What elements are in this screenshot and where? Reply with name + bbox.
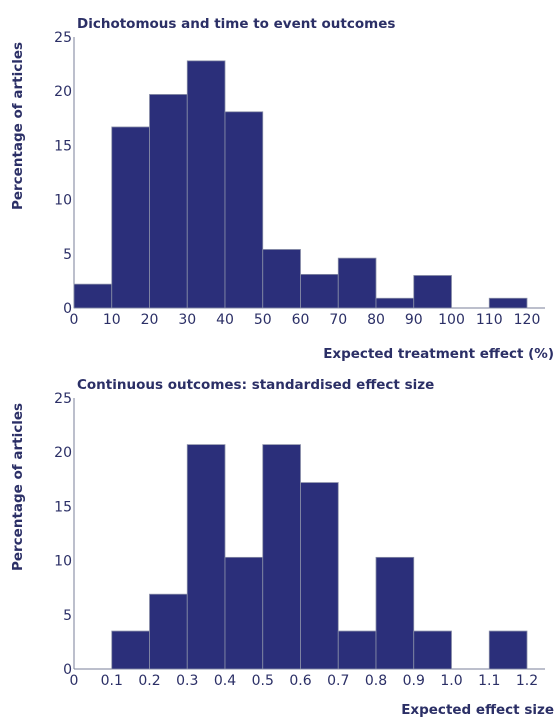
histogram-bar bbox=[337, 257, 377, 309]
x-tick-label: 10 bbox=[103, 312, 121, 328]
histogram-bar bbox=[337, 630, 377, 670]
histogram-bar bbox=[300, 273, 339, 309]
histogram-bar bbox=[224, 111, 264, 309]
x-tick-label: 0.6 bbox=[289, 673, 311, 689]
x-tick-label: 90 bbox=[405, 312, 423, 328]
bars bbox=[111, 444, 528, 670]
y-tick-label: 10 bbox=[54, 193, 72, 209]
histogram-bar bbox=[186, 444, 226, 670]
x-tick-label: 1.1 bbox=[478, 673, 500, 689]
y-tick-label: 5 bbox=[63, 247, 72, 263]
y-tick-label: 0 bbox=[63, 301, 72, 317]
x-axis-label: Expected treatment effect (%) bbox=[323, 346, 554, 362]
y-tick-label: 20 bbox=[54, 445, 72, 461]
y-tick-label: 10 bbox=[54, 554, 72, 570]
histogram-bar bbox=[375, 556, 415, 670]
x-axis-label: Expected effect size bbox=[401, 702, 554, 718]
x-tick-label: 40 bbox=[216, 312, 234, 328]
histogram-bar bbox=[186, 60, 226, 309]
y-ticks: 0 5 10 15 20 25 bbox=[54, 391, 72, 678]
chart-title: Continuous outcomes: standardised effect… bbox=[77, 377, 434, 393]
x-tick-label: 0.2 bbox=[138, 673, 160, 689]
x-ticks: 0 10 20 30 40 50 60 70 80 90 100 110 120 bbox=[70, 312, 541, 328]
histogram-bar bbox=[73, 283, 113, 309]
y-tick-label: 20 bbox=[54, 84, 72, 100]
histogram-bar bbox=[488, 630, 528, 670]
x-tick-label: 0.8 bbox=[365, 673, 387, 689]
x-tick-label: 0.1 bbox=[101, 673, 123, 689]
y-tick-label: 15 bbox=[54, 499, 72, 515]
histogram-bar bbox=[488, 297, 528, 309]
histogram-bar bbox=[413, 630, 452, 670]
histogram-bar bbox=[262, 249, 301, 309]
x-ticks: 0 0.1 0.2 0.3 0.4 0.5 0.6 0.7 0.8 0.9 1.0 1.1 1.2 bbox=[70, 673, 539, 689]
x-tick-label: 1.2 bbox=[516, 673, 538, 689]
y-ticks: 0 5 10 15 20 25 bbox=[54, 30, 72, 317]
histogram-bar bbox=[300, 482, 339, 670]
histogram-bar bbox=[111, 126, 150, 309]
histogram-bar bbox=[375, 297, 415, 309]
histogram-bar bbox=[224, 556, 264, 670]
x-tick-label: 20 bbox=[141, 312, 159, 328]
histogram-bar bbox=[111, 630, 150, 670]
treatment-effect-histogram: Dichotomous and time to event outcomes P… bbox=[10, 16, 554, 362]
x-tick-label: 0.7 bbox=[327, 673, 349, 689]
x-tick-label: 110 bbox=[476, 312, 503, 328]
x-tick-label: 0.5 bbox=[252, 673, 274, 689]
histogram-bar bbox=[413, 275, 452, 309]
x-tick-label: 70 bbox=[329, 312, 347, 328]
x-tick-label: 50 bbox=[254, 312, 272, 328]
chart-title: Dichotomous and time to event outcomes bbox=[77, 16, 395, 32]
histogram-bar bbox=[149, 593, 188, 670]
x-tick-label: 80 bbox=[367, 312, 385, 328]
y-tick-label: 25 bbox=[54, 391, 72, 407]
y-tick-label: 0 bbox=[63, 662, 72, 678]
x-tick-label: 120 bbox=[514, 312, 541, 328]
y-axis-label: Percentage of articles bbox=[10, 403, 26, 571]
x-tick-label: 60 bbox=[292, 312, 310, 328]
effect-size-histogram: Continuous outcomes: standardised effect… bbox=[10, 377, 554, 718]
x-tick-label: 30 bbox=[178, 312, 196, 328]
histogram-bar bbox=[149, 94, 188, 309]
x-tick-label: 0.3 bbox=[176, 673, 198, 689]
x-tick-label: 0.9 bbox=[403, 673, 425, 689]
y-tick-label: 25 bbox=[54, 30, 72, 46]
x-tick-label: 100 bbox=[438, 312, 465, 328]
x-tick-label: 0 bbox=[70, 312, 79, 328]
y-tick-label: 15 bbox=[54, 138, 72, 154]
y-tick-label: 5 bbox=[63, 608, 72, 624]
x-tick-label: 0.4 bbox=[214, 673, 236, 689]
x-tick-label: 0 bbox=[70, 673, 79, 689]
y-axis-label: Percentage of articles bbox=[10, 42, 26, 210]
bars bbox=[73, 60, 528, 309]
x-tick-label: 1.0 bbox=[440, 673, 462, 689]
histogram-bar bbox=[262, 444, 301, 670]
